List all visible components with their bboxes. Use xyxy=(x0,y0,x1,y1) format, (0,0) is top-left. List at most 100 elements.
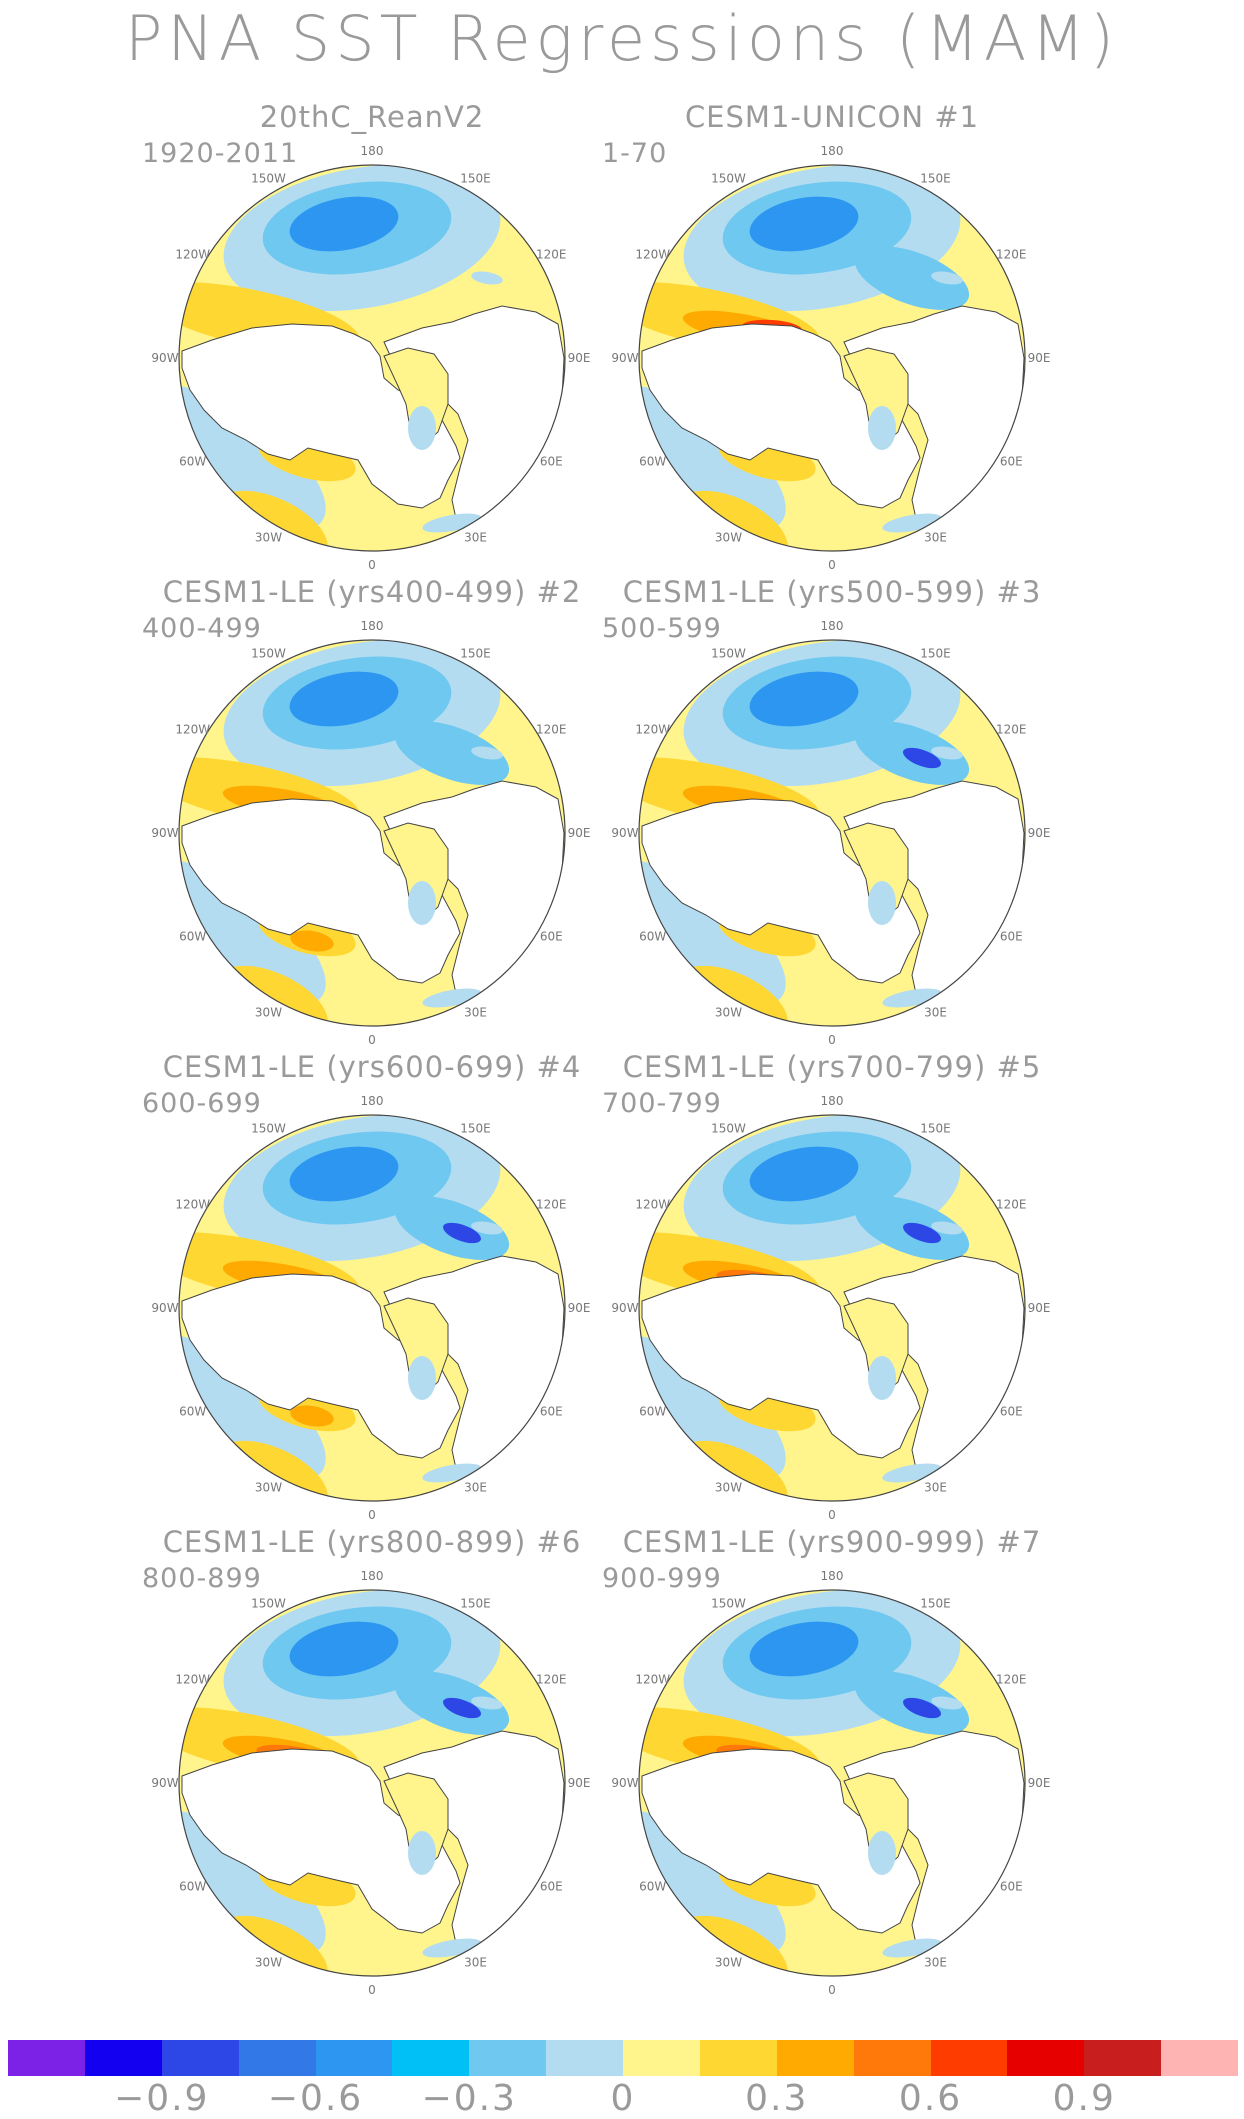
longitude-label: 120W xyxy=(175,248,210,262)
longitude-label: 90W xyxy=(151,351,178,365)
map-panel: 20thC_ReanV2 1920-2011 180 150E 120E 90E 60E 30… xyxy=(122,100,622,572)
colorbar-label: −0.3 xyxy=(421,2078,517,2119)
longitude-label: 30E xyxy=(924,1955,947,1969)
colorbar-swatch xyxy=(84,2040,162,2076)
longitude-label: 0 xyxy=(368,1983,376,1997)
panel-title: CESM1-LE (yrs700-799) #5 xyxy=(622,1050,1042,1084)
longitude-label: 150W xyxy=(251,647,286,661)
panel-period: 400-499 xyxy=(142,613,262,644)
panel-title: CESM1-LE (yrs600-699) #4 xyxy=(162,1050,582,1084)
longitude-label: 90E xyxy=(1028,1776,1051,1790)
sst-field xyxy=(639,165,1025,551)
main-title: PNA SST Regressions (MAM) xyxy=(125,2,1119,75)
map-panel: CESM1-LE (yrs600-699) #4 600-699 180 150E 12… xyxy=(122,1050,622,1522)
longitude-label: 180 xyxy=(821,619,844,633)
longitude-label: 90W xyxy=(151,1776,178,1790)
longitude-label: 60W xyxy=(639,455,666,469)
longitude-label: 150W xyxy=(251,1122,286,1136)
polar-map: 180 150E 120E 90E 60E 30E 0 30W 60W 90W 120W 150W xyxy=(151,619,590,1047)
map-panel: CESM1-LE (yrs900-999) #7 900-999 180 150E 12… xyxy=(582,1525,1082,1997)
longitude-label: 30E xyxy=(464,530,487,544)
longitude-label: 120E xyxy=(536,1198,567,1212)
colorbar-swatch xyxy=(8,2040,85,2076)
colorbar-label: 0.3 xyxy=(745,2078,809,2119)
polar-map: 180 150E 120E 90E 60E 30E 0 30W 60W 90W 120W 150W xyxy=(611,1094,1051,1522)
colorbar-label: 0 xyxy=(610,2078,636,2119)
longitude-label: 120E xyxy=(996,248,1027,262)
longitude-label: 90W xyxy=(151,826,178,840)
sst-field xyxy=(639,640,1025,1026)
longitude-label: 60E xyxy=(1000,1880,1023,1894)
map-panel: CESM1-LE (yrs800-899) #6 800-899 180 150E 12… xyxy=(122,1525,622,1997)
longitude-label: 150W xyxy=(251,1597,286,1611)
longitude-label: 120E xyxy=(996,1673,1027,1687)
sst-field xyxy=(639,1590,1025,1976)
sst-field xyxy=(179,165,565,551)
panel-title: CESM1-LE (yrs400-499) #2 xyxy=(162,575,582,609)
colorbar-swatch xyxy=(699,2040,777,2076)
polar-map: 180 150E 120E 90E 60E 30E 0 30W 60W 90W 120W 150W xyxy=(611,144,1050,572)
longitude-label: 30W xyxy=(715,1955,742,1969)
longitude-label: 30E xyxy=(464,1005,487,1019)
longitude-label: 120E xyxy=(996,723,1027,737)
colorbar-swatch xyxy=(469,2040,547,2076)
longitude-label: 120W xyxy=(635,248,670,262)
longitude-label: 150E xyxy=(920,647,951,661)
longitude-label: 180 xyxy=(361,619,384,633)
longitude-label: 60W xyxy=(179,930,206,944)
colorbar-swatch xyxy=(623,2040,700,2076)
longitude-label: 120W xyxy=(175,1673,210,1687)
colorbar-swatch xyxy=(546,2040,623,2076)
longitude-label: 60W xyxy=(179,455,206,469)
longitude-label: 120W xyxy=(635,1673,670,1687)
longitude-label: 0 xyxy=(368,1033,376,1047)
colorbar-swatch xyxy=(1161,2040,1238,2076)
longitude-label: 150E xyxy=(460,1597,491,1611)
longitude-label: 60W xyxy=(639,930,666,944)
longitude-label: 90W xyxy=(611,1301,638,1315)
longitude-label: 150E xyxy=(920,1597,951,1611)
longitude-label: 0 xyxy=(828,1508,836,1522)
map-panel: CESM1-LE (yrs400-499) #2 400-499 180 150E 12… xyxy=(122,575,622,1047)
longitude-label: 90E xyxy=(1028,1301,1051,1315)
colorbar-label: 0.9 xyxy=(1052,2078,1116,2119)
polar-map: 180 150E 120E 90E 60E 30E 0 30W 60W 90W 120W 150W xyxy=(151,1569,591,1997)
map-panel: CESM1-LE (yrs700-799) #5 700-799 180 150E 12… xyxy=(582,1050,1082,1522)
longitude-label: 60E xyxy=(540,455,563,469)
longitude-label: 30E xyxy=(464,1480,487,1494)
longitude-label: 90E xyxy=(568,351,591,365)
panel-title: CESM1-LE (yrs500-599) #3 xyxy=(622,575,1042,609)
colorbar-label: −0.6 xyxy=(267,2078,364,2119)
longitude-label: 60W xyxy=(639,1405,666,1419)
longitude-label: 60E xyxy=(540,1405,563,1419)
longitude-label: 150W xyxy=(711,172,746,186)
colorbar-swatch xyxy=(315,2040,393,2076)
longitude-label: 30W xyxy=(255,1955,282,1969)
longitude-label: 120W xyxy=(635,1198,670,1212)
sst-field xyxy=(179,1590,565,1976)
longitude-label: 60E xyxy=(1000,455,1023,469)
longitude-label: 120E xyxy=(536,248,567,262)
panel-period: 1-70 xyxy=(602,138,668,169)
colorbar-label: −0.9 xyxy=(114,2078,210,2119)
longitude-label: 180 xyxy=(821,144,844,158)
longitude-label: 30E xyxy=(924,530,947,544)
longitude-label: 150W xyxy=(711,1597,746,1611)
panel-period: 500-599 xyxy=(602,613,722,644)
polar-map: 180 150E 120E 90E 60E 30E 0 30W 60W 90W 120W 150W xyxy=(151,144,591,572)
panel-period: 1920-2011 xyxy=(142,138,299,169)
longitude-label: 0 xyxy=(828,558,836,572)
longitude-label: 0 xyxy=(828,1033,836,1047)
longitude-label: 180 xyxy=(361,1094,384,1108)
longitude-label: 90E xyxy=(568,1301,591,1315)
longitude-label: 30W xyxy=(715,1480,742,1494)
longitude-label: 30W xyxy=(715,1005,742,1019)
map-panel: CESM1-LE (yrs500-599) #3 500-599 180 150E 12… xyxy=(582,575,1082,1047)
colorbar-swatch xyxy=(238,2040,316,2076)
longitude-label: 90E xyxy=(568,1776,591,1790)
panel-period: 700-799 xyxy=(602,1088,722,1119)
longitude-label: 60W xyxy=(639,1880,666,1894)
longitude-label: 90W xyxy=(611,351,638,365)
longitude-label: 120E xyxy=(536,723,567,737)
longitude-label: 60E xyxy=(1000,930,1023,944)
